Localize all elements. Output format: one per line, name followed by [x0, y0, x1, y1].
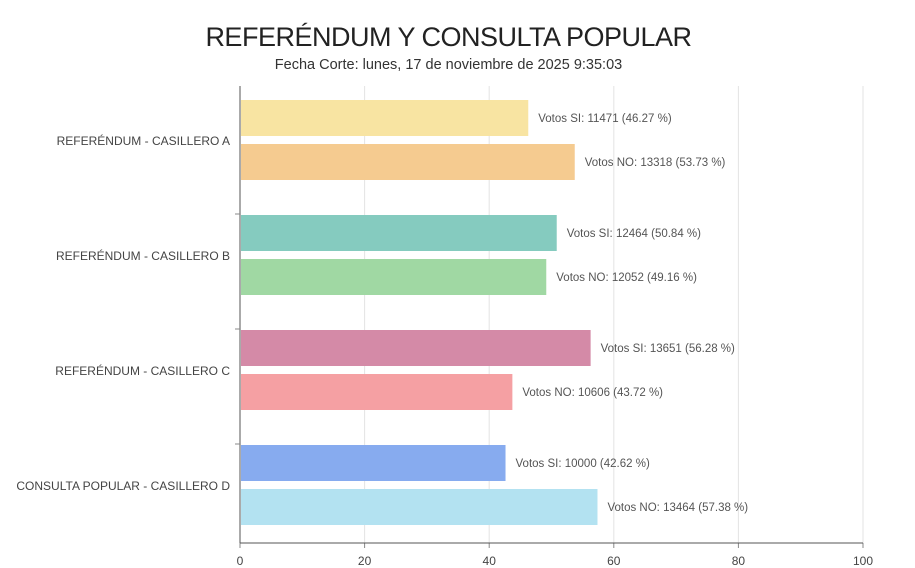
category-label: REFERÉNDUM - CASILLERO C	[55, 363, 230, 378]
category-label: CONSULTA POPULAR - CASILLERO D	[16, 479, 230, 493]
category-labels-group: REFERÉNDUM - CASILLERO A REFERÉNDUM - CAS…	[16, 133, 230, 493]
x-tick-label: 60	[607, 554, 621, 568]
axes-group	[235, 86, 864, 548]
x-tick-label: 0	[237, 554, 244, 568]
bar-votos-no	[241, 374, 513, 410]
bar-votos-no	[241, 144, 575, 180]
x-tick-label: 20	[358, 554, 372, 568]
x-tick-label: 80	[732, 554, 746, 568]
data-label: Votos NO: 13464 (57.38 %)	[607, 502, 748, 514]
x-tick-label: 100	[853, 554, 873, 568]
bar-votos-si	[241, 445, 506, 481]
data-label: Votos NO: 12052 (49.16 %)	[556, 272, 697, 284]
chart-title: REFERÉNDUM Y CONSULTA POPULAR	[205, 22, 692, 52]
chart-subtitle: Fecha Corte: lunes, 17 de noviembre de 2…	[274, 57, 623, 73]
tick-labels-group: 0 20 40 60 80 100	[237, 554, 874, 568]
bar-votos-si	[241, 100, 529, 136]
data-label: Votos NO: 10606 (43.72 %)	[522, 387, 663, 399]
bar-votos-si	[241, 330, 591, 366]
bar-votos-no	[241, 259, 547, 295]
data-label: Votos SI: 13651 (56.28 %)	[601, 343, 735, 355]
bar-votos-si	[241, 215, 557, 251]
data-label: Votos NO: 13318 (53.73 %)	[585, 157, 726, 169]
data-label: Votos SI: 12464 (50.84 %)	[567, 228, 701, 240]
data-label: Votos SI: 10000 (42.62 %)	[516, 458, 650, 470]
bar-votos-no	[241, 489, 598, 525]
category-label: REFERÉNDUM - CASILLERO B	[56, 248, 230, 263]
category-label: REFERÉNDUM - CASILLERO A	[57, 133, 230, 148]
bars-group	[241, 100, 598, 525]
data-label: Votos SI: 11471 (46.27 %)	[538, 113, 672, 125]
data-labels-group: Votos SI: 11471 (46.27 %) Votos NO: 13318…	[516, 113, 749, 514]
x-tick-label: 40	[483, 554, 497, 568]
